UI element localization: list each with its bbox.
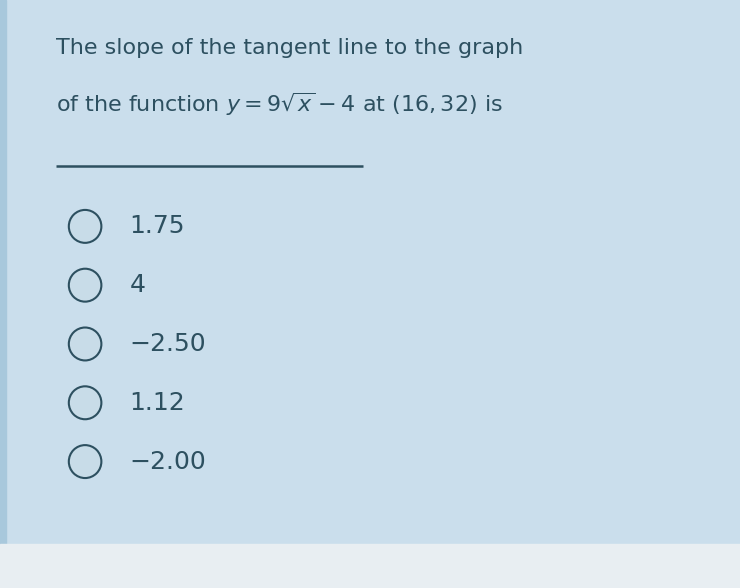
Text: The slope of the tangent line to the graph: The slope of the tangent line to the gra…: [56, 38, 522, 58]
Text: −2.00: −2.00: [130, 450, 206, 473]
Text: −2.50: −2.50: [130, 332, 206, 356]
Ellipse shape: [69, 210, 101, 243]
Text: 1.12: 1.12: [130, 391, 185, 415]
Text: 1.75: 1.75: [130, 215, 185, 238]
Text: of the function $y = 9\sqrt{x} - 4$ at $(16, 32)$ is: of the function $y = 9\sqrt{x} - 4$ at $…: [56, 91, 502, 118]
Bar: [0, 0, 6, 588]
Text: 4: 4: [130, 273, 146, 297]
Ellipse shape: [69, 386, 101, 419]
Ellipse shape: [69, 328, 101, 360]
Ellipse shape: [69, 445, 101, 478]
Ellipse shape: [69, 269, 101, 302]
Bar: [0, 544, 740, 588]
